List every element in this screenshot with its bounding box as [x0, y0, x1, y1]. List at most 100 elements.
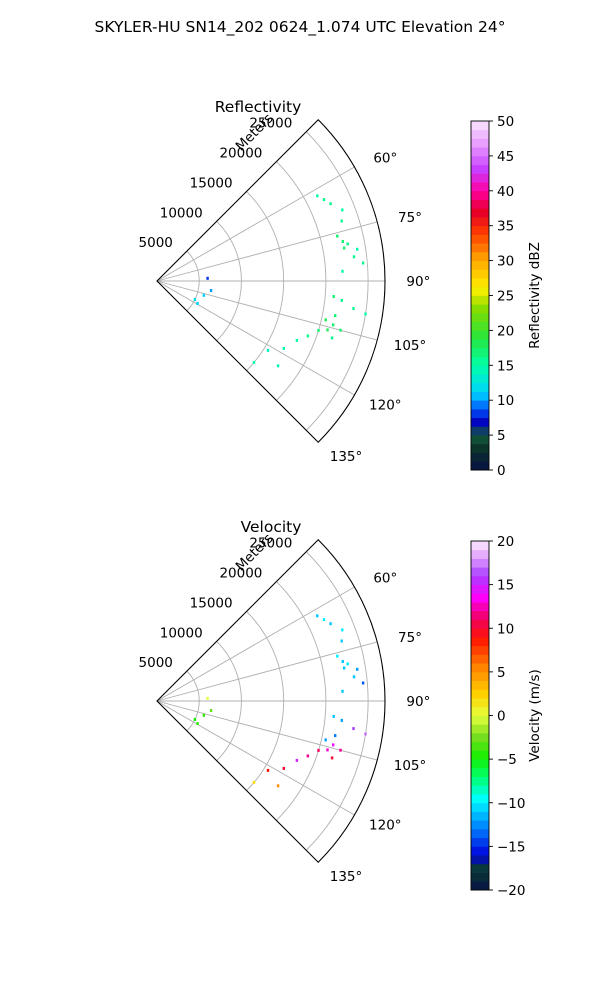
radar-gate — [356, 247, 359, 251]
radar-gate — [276, 364, 280, 368]
colorbar-tick-label: −10 — [497, 796, 526, 812]
colorbar-tick-label: 20 — [497, 534, 514, 550]
colorbar-swatch — [471, 443, 489, 453]
radar-gate — [252, 360, 256, 364]
colorbar-swatch — [471, 584, 489, 594]
colorbar-swatch — [471, 435, 489, 445]
colorbar-tick-label: 0 — [497, 463, 506, 479]
colorbar-swatch — [471, 312, 489, 323]
colorbar-tick-label: 45 — [497, 149, 514, 165]
range-tick-label: 15000 — [190, 595, 233, 611]
radar-gate — [340, 298, 343, 302]
colorbar-tick-label: 50 — [497, 114, 514, 130]
radar-gate — [206, 276, 209, 280]
reflectivity-plot: 500010000150002000025000Meters60°75°90°1… — [139, 111, 431, 465]
radar-gate — [352, 727, 355, 731]
colorbar-tick-label: −5 — [497, 752, 517, 768]
colorbar-swatch — [471, 715, 489, 725]
radar-gate — [361, 681, 365, 685]
colorbar-tick-label: 20 — [497, 323, 514, 339]
radar-gate — [341, 660, 344, 663]
colorbar-swatch — [471, 689, 489, 699]
reflectivity-colorbar: 0 5 10 15 20 25 30 35 40 45 50 Reflectivity dBZ — [470, 114, 543, 479]
colorbar-swatch — [471, 680, 489, 690]
colorbar-swatch — [471, 121, 489, 131]
radar-gate — [334, 734, 337, 738]
colorbar-swatch — [471, 295, 489, 305]
azimuth-tick-label: 120° — [369, 818, 402, 834]
colorbar-swatch — [471, 732, 489, 743]
colorbar-swatch — [471, 147, 489, 157]
colorbar-swatch — [471, 155, 489, 166]
colorbar-swatch — [471, 182, 489, 192]
colorbar-swatch — [471, 549, 489, 559]
radar-gate — [336, 234, 339, 238]
radar-gate — [341, 208, 344, 212]
radar-gate — [322, 198, 326, 202]
colorbar-swatch — [471, 541, 489, 551]
radar-gate — [346, 242, 349, 246]
colorbar-tick-label: 5 — [497, 428, 506, 444]
range-tick-label: 10000 — [160, 625, 203, 641]
colorbar-swatch — [471, 767, 489, 777]
radar-gate — [322, 618, 326, 622]
radar-gate — [340, 219, 343, 223]
colorbar-swatch — [471, 846, 489, 856]
colorbar-swatch — [471, 567, 489, 577]
colorbar-swatch — [471, 575, 489, 586]
radar-gate — [342, 246, 346, 250]
radar-gate — [332, 743, 335, 747]
radar-gate — [202, 293, 205, 297]
colorbar-tick-label: −15 — [497, 839, 526, 855]
radar-gate — [326, 328, 329, 332]
radar-gate — [196, 722, 199, 725]
radar-gate — [336, 654, 339, 658]
colorbar-swatch — [471, 837, 489, 847]
azimuth-tick-label: 75° — [398, 210, 422, 226]
colorbar-tick-label: 5 — [497, 665, 506, 681]
radar-gate — [324, 738, 327, 742]
radar-gate — [361, 261, 365, 265]
range-tick-label: 5000 — [139, 655, 173, 671]
colorbar-swatch — [471, 706, 489, 716]
colorbar-swatch — [471, 164, 489, 174]
range-tick-label: 20000 — [219, 566, 262, 582]
radar-gate — [340, 718, 343, 722]
colorbar-swatch — [471, 558, 489, 568]
colorbar-swatch — [471, 260, 489, 270]
radar-gate — [339, 328, 342, 332]
colorbar-tick-label: 35 — [497, 219, 514, 235]
colorbar-swatch — [471, 863, 489, 873]
radar-gate — [295, 338, 299, 342]
radar-gate — [356, 667, 359, 671]
colorbar-swatch — [471, 347, 489, 357]
colorbar-swatch — [471, 374, 489, 384]
colorbar-swatch — [471, 750, 489, 760]
azimuth-tick-label: 60° — [373, 150, 397, 166]
colorbar-swatch — [471, 663, 489, 673]
azimuth-tick-label: 105° — [394, 758, 427, 774]
azimuth-tick-label: 135° — [330, 449, 363, 465]
colorbar-label: Reflectivity dBZ — [527, 242, 543, 349]
colorbar-swatch — [471, 741, 489, 751]
colorbar-swatch — [471, 645, 489, 655]
radar-gate — [326, 748, 329, 752]
radar-gate — [346, 662, 349, 666]
reflectivity-panel: Reflectivity 500010000150002000025000Met… — [139, 98, 543, 479]
colorbar-swatch — [471, 208, 489, 218]
colorbar-swatch — [471, 365, 489, 375]
colorbar-swatch — [471, 602, 489, 612]
colorbar-swatch — [471, 356, 489, 366]
colorbar-swatch — [471, 794, 489, 804]
radar-gate — [306, 754, 309, 758]
colorbar-swatch — [471, 382, 489, 392]
radar-gate — [317, 328, 320, 332]
colorbar-swatch — [471, 234, 489, 244]
radar-gate — [330, 336, 334, 340]
radar-gate — [332, 295, 335, 298]
radar-gate — [266, 768, 270, 772]
radar-gate — [330, 756, 334, 760]
radar-gate — [202, 713, 205, 717]
colorbar-swatch — [471, 628, 489, 638]
